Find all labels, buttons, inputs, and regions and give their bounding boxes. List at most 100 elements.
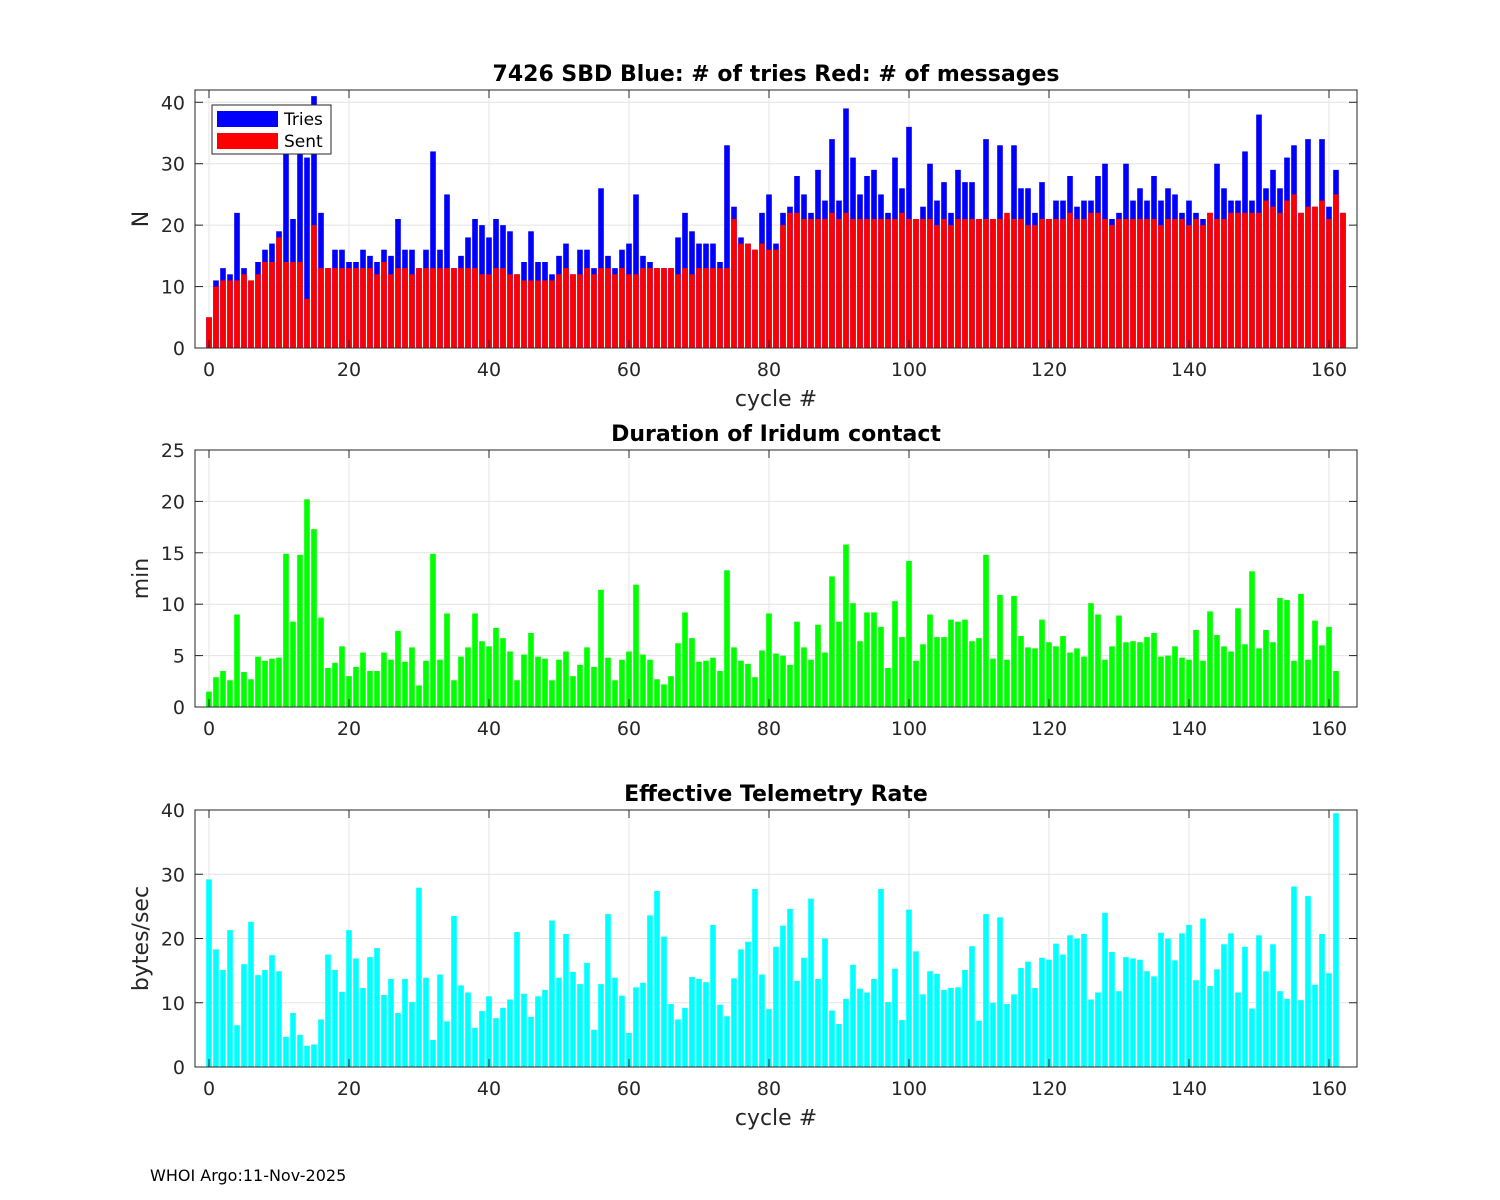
bar-duration-38 [472, 613, 478, 707]
bar-rate-78 [752, 889, 758, 1067]
y-tick-label: 10 [161, 277, 185, 299]
bar-duration-53 [577, 664, 583, 707]
bar-sent-83 [787, 212, 793, 348]
bar-rate-113 [997, 917, 1003, 1067]
bar-sent-52 [570, 274, 576, 348]
bar-rate-4 [234, 1025, 240, 1067]
bar-duration-159 [1319, 645, 1325, 707]
y-tick-label: 30 [161, 864, 185, 886]
bar-sent-69 [689, 274, 695, 348]
bar-duration-20 [346, 676, 352, 707]
bar-rate-13 [297, 1034, 303, 1068]
bar-sent-12 [290, 262, 296, 348]
bar-sent-1 [213, 286, 219, 348]
bar-sent-111 [983, 219, 989, 348]
bar-sent-8 [262, 262, 268, 348]
bar-rate-34 [444, 1021, 450, 1067]
bar-rate-105 [941, 989, 947, 1067]
bar-sent-43 [507, 274, 513, 348]
bar-duration-30 [416, 685, 422, 707]
bar-rate-114 [1004, 1004, 1010, 1067]
bar-duration-157 [1305, 659, 1311, 707]
bar-rate-85 [801, 957, 807, 1067]
bar-rate-140 [1186, 925, 1192, 1067]
bar-duration-51 [563, 651, 569, 707]
bar-duration-10 [276, 657, 282, 707]
bar-duration-48 [542, 658, 548, 707]
bar-sent-151 [1263, 200, 1269, 348]
bar-sent-67 [675, 274, 681, 348]
bar-duration-52 [570, 676, 576, 707]
bar-sent-98 [892, 219, 898, 348]
bar-rate-86 [808, 898, 814, 1067]
bar-duration-99 [899, 637, 905, 707]
bar-duration-118 [1032, 648, 1038, 707]
bar-rate-38 [472, 1027, 478, 1067]
telemetry-rate-chart: 0 20 40 60 80 100 120 140 160 0 10 20 30 40 Effective … [129, 782, 1358, 1131]
bar-rate-87 [815, 978, 821, 1067]
bar-sent-75 [731, 219, 737, 348]
bar-duration-82 [780, 655, 786, 707]
bar-duration-155 [1291, 660, 1297, 707]
bar-sent-50 [556, 274, 562, 348]
y-tick-label: 10 [161, 594, 185, 616]
bar-sent-112 [990, 219, 996, 348]
bar-duration-111 [983, 554, 989, 707]
bar-duration-117 [1025, 647, 1031, 707]
bar-duration-148 [1242, 644, 1248, 707]
bar-duration-66 [668, 676, 674, 707]
bar-rate-147 [1235, 992, 1241, 1067]
bar-sent-126 [1088, 212, 1094, 348]
bar-duration-73 [717, 671, 723, 707]
bar-rate-135 [1151, 976, 1157, 1067]
bar-rate-62 [640, 982, 646, 1067]
x-tick-label: 20 [337, 718, 361, 740]
bar-sent-24 [374, 274, 380, 348]
bar-rate-61 [633, 987, 639, 1067]
bar-duration-86 [808, 659, 814, 707]
bar-duration-56 [598, 589, 604, 707]
bar-sent-104 [934, 225, 940, 348]
bar-sent-23 [367, 268, 373, 348]
bar-sent-77 [745, 243, 751, 348]
bar-sent-35 [451, 268, 457, 348]
bar-duration-34 [444, 613, 450, 707]
bar-sent-124 [1074, 219, 1080, 348]
bar-duration-121 [1053, 646, 1059, 707]
bar-rate-14 [304, 1045, 310, 1067]
bar-rate-11 [283, 1036, 289, 1067]
bar-duration-133 [1137, 642, 1143, 707]
bar-sent-99 [899, 212, 905, 348]
bar-duration-6 [248, 679, 254, 707]
bar-sent-71 [703, 268, 709, 348]
x-tick-label: 140 [1171, 718, 1207, 740]
bar-duration-94 [864, 612, 870, 707]
bar-rate-48 [542, 989, 548, 1067]
bar-duration-153 [1277, 598, 1283, 707]
bar-sent-91 [843, 212, 849, 348]
bar-tries-11 [283, 151, 289, 348]
bar-rate-58 [612, 977, 618, 1067]
bar-rate-92 [850, 964, 856, 1067]
y-tick-label: 20 [161, 929, 185, 951]
bar-rate-54 [584, 962, 590, 1067]
bar-rate-76 [738, 949, 744, 1067]
bar-duration-42 [500, 638, 506, 707]
bar-sent-128 [1102, 219, 1108, 348]
bar-rate-152 [1270, 944, 1276, 1067]
bar-rate-43 [507, 999, 513, 1067]
bar-duration-88 [822, 652, 828, 707]
bar-rate-20 [346, 930, 352, 1067]
bar-rate-40 [486, 996, 492, 1067]
bar-rate-70 [696, 978, 702, 1067]
bar-duration-100 [906, 561, 912, 707]
bar-rate-50 [556, 977, 562, 1067]
bar-sent-66 [668, 268, 674, 348]
bar-sent-31 [423, 268, 429, 348]
bar-duration-105 [941, 637, 947, 707]
bar-duration-146 [1228, 651, 1234, 707]
bar-duration-55 [591, 666, 597, 707]
bar-rate-82 [780, 925, 786, 1067]
bar-sent-72 [710, 268, 716, 348]
bar-sent-29 [409, 274, 415, 348]
